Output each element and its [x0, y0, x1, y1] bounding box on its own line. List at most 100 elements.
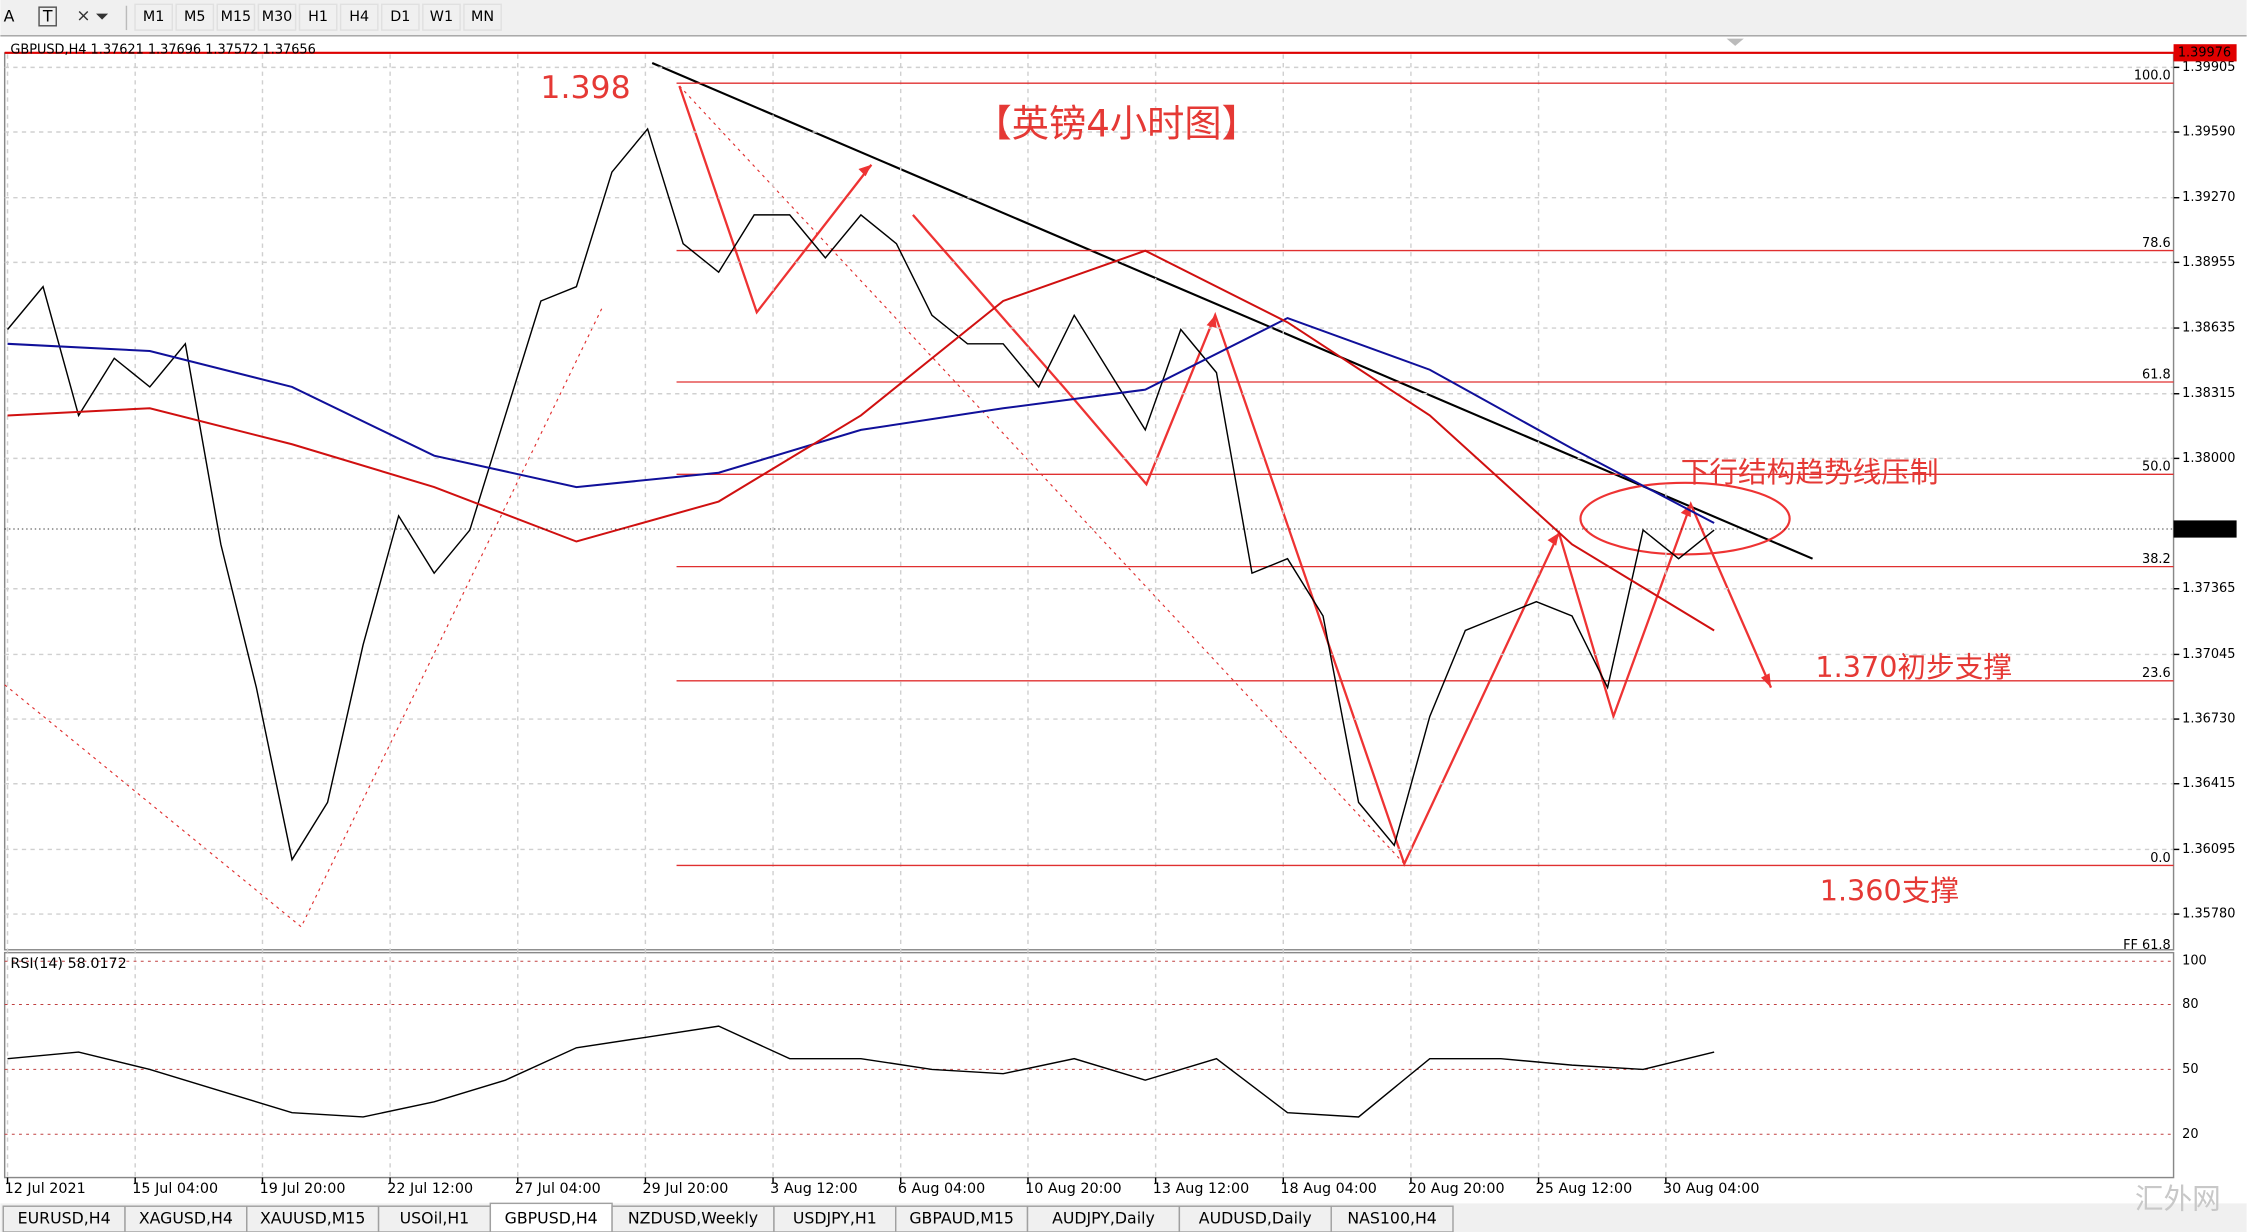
- x-tick-label: 27 Jul 04:00: [515, 1181, 601, 1197]
- rsi-tick-label: 100: [2182, 954, 2207, 969]
- symbol-tab-label[interactable]: EURUSD,H4: [18, 1209, 111, 1228]
- y-tick-label: 1.39590: [2182, 125, 2235, 140]
- y-tick-label: 1.38635: [2182, 321, 2235, 336]
- y-tick-label: 1.35780: [2182, 907, 2235, 922]
- timeframe-button[interactable]: [463, 3, 502, 31]
- symbol-tab[interactable]: [489, 1202, 613, 1232]
- timeframe-label[interactable]: M5: [184, 9, 205, 25]
- symbol-tab[interactable]: [895, 1205, 1029, 1232]
- timeframe-button[interactable]: [257, 3, 297, 31]
- wave-arrow: [678, 85, 873, 315]
- rsi-label: RSI(14) 58.0172: [10, 956, 126, 972]
- timeframe-button[interactable]: [339, 3, 379, 31]
- annotation: 1.360支撑: [1820, 873, 1959, 907]
- symbol-tab[interactable]: [2, 1205, 126, 1232]
- y-tick-label: 1.39905: [2182, 60, 2235, 75]
- timeframe-label[interactable]: M1: [143, 9, 164, 25]
- timeframe-label[interactable]: MN: [471, 9, 494, 25]
- series-line: [7, 1025, 1715, 1118]
- fib-level-label: 38.2: [2142, 552, 2171, 567]
- timeframe-label[interactable]: M15: [221, 9, 252, 25]
- timeframe-label[interactable]: W1: [430, 9, 453, 25]
- symbol-tab[interactable]: [124, 1205, 248, 1232]
- price-marker-label: 1.37656: [2178, 522, 2231, 537]
- text-tool[interactable]: A: [4, 7, 15, 26]
- y-tick-label: 1.36095: [2182, 842, 2235, 857]
- annotation: 1.398: [540, 70, 630, 106]
- x-tick-label: 18 Aug 04:00: [1280, 1181, 1377, 1197]
- fib-level-label: 23.6: [2142, 666, 2171, 681]
- x-tick-label: 13 Aug 12:00: [1153, 1181, 1250, 1197]
- x-tick-label: 20 Aug 20:00: [1408, 1181, 1505, 1197]
- arrows-tool-icon[interactable]: [78, 10, 109, 21]
- y-tick-label: 1.38000: [2182, 451, 2235, 466]
- timeframe-button[interactable]: [175, 3, 215, 31]
- wave-arrow: [912, 214, 1773, 867]
- timeframe-label[interactable]: H4: [349, 9, 369, 25]
- fib-level-label: 100.0: [2134, 69, 2171, 84]
- timeframe-button[interactable]: [134, 3, 173, 31]
- text-tool-icon[interactable]: [38, 6, 57, 27]
- y-tick-label: 1.37045: [2182, 647, 2235, 662]
- y-tick-label: 1.38955: [2182, 255, 2235, 270]
- x-tick-label: 22 Jul 12:00: [387, 1181, 473, 1197]
- x-tick-label: 12 Jul 2021: [5, 1181, 86, 1197]
- symbol-tab-label[interactable]: NZDUSD,Weekly: [628, 1209, 758, 1228]
- symbol-tab-label[interactable]: AUDJPY,Daily: [1052, 1209, 1155, 1228]
- x-tick-label: 25 Aug 12:00: [1536, 1181, 1633, 1197]
- price-marker-label: 1.39976: [2178, 45, 2231, 60]
- annotation: 下行结构趋势线压制: [1681, 455, 1939, 489]
- symbol-tab-label[interactable]: GBPUSD,H4: [505, 1209, 598, 1228]
- symbol-tab[interactable]: [1178, 1205, 1332, 1232]
- fib-level-label: 61.8: [2142, 367, 2171, 382]
- fib-level-label: 0.0: [2150, 851, 2170, 866]
- rsi-plot-border: [3, 951, 2175, 1179]
- timeframe-button[interactable]: [422, 3, 461, 31]
- scroll-marker: [1726, 38, 1744, 46]
- symbol-tab-label[interactable]: XAUUSD,M15: [260, 1209, 365, 1228]
- symbol-tab[interactable]: [773, 1205, 897, 1232]
- y-tick-label: 1.36730: [2182, 712, 2235, 727]
- timeframe-label[interactable]: D1: [390, 9, 410, 25]
- y-tick-label: 1.37365: [2182, 581, 2235, 596]
- fib-level-label: 78.6: [2142, 236, 2171, 251]
- watermark: 汇外网: [2135, 1181, 2221, 1215]
- series-line: [7, 316, 1715, 524]
- symbol-tab-label[interactable]: GBPAUD,M15: [909, 1209, 1014, 1228]
- price-marker-box: [2173, 44, 2237, 62]
- fib-level-label: 50.0: [2142, 460, 2171, 475]
- x-tick-label: 6 Aug 04:00: [898, 1181, 985, 1197]
- series-line: [7, 249, 1715, 632]
- timeframe-label[interactable]: M30: [262, 9, 293, 25]
- timeframe-label[interactable]: H1: [308, 9, 328, 25]
- x-tick-label: 30 Aug 04:00: [1663, 1181, 1760, 1197]
- timeframe-button[interactable]: [381, 3, 420, 31]
- rsi-tick-label: 80: [2182, 997, 2198, 1012]
- x-tick-label: 3 Aug 12:00: [770, 1181, 857, 1197]
- timeframe-button[interactable]: [298, 3, 338, 31]
- symbol-tab-label[interactable]: AUDUSD,Daily: [1199, 1209, 1312, 1228]
- timeframe-button[interactable]: [216, 3, 256, 31]
- y-tick-label: 1.39270: [2182, 190, 2235, 205]
- symbol-tab[interactable]: [1330, 1205, 1454, 1232]
- chart-header: GBPUSD,H4 1.37621 1.37696 1.37572 1.3765…: [10, 43, 315, 58]
- annotation: 【英镑4小时图】: [975, 102, 1259, 146]
- rsi-tick-label: 50: [2182, 1062, 2198, 1077]
- symbol-tab-label[interactable]: XAGUSD,H4: [139, 1209, 233, 1228]
- symbol-tab-label[interactable]: USOil,H1: [400, 1209, 470, 1228]
- fib-extension-label: FF 61.8: [2123, 938, 2171, 953]
- x-tick-label: 10 Aug 20:00: [1025, 1181, 1122, 1197]
- rsi-tick-label: 20: [2182, 1127, 2198, 1142]
- series-line: [6, 127, 1715, 862]
- text-tool[interactable]: T: [42, 7, 53, 26]
- x-tick-label: 29 Jul 20:00: [643, 1181, 729, 1197]
- symbol-tab-label[interactable]: NAS100,H4: [1347, 1209, 1437, 1228]
- trend-line: [651, 62, 1813, 560]
- y-tick-label: 1.38315: [2182, 386, 2235, 401]
- x-tick-label: 19 Jul 20:00: [260, 1181, 346, 1197]
- plot-layer: 100.0 78.6 61.8 50.0 38.2 23.6 0.0: [4, 51, 2174, 1177]
- chart-background: [0, 37, 2247, 1178]
- symbol-tab-label[interactable]: USDJPY,H1: [793, 1209, 877, 1228]
